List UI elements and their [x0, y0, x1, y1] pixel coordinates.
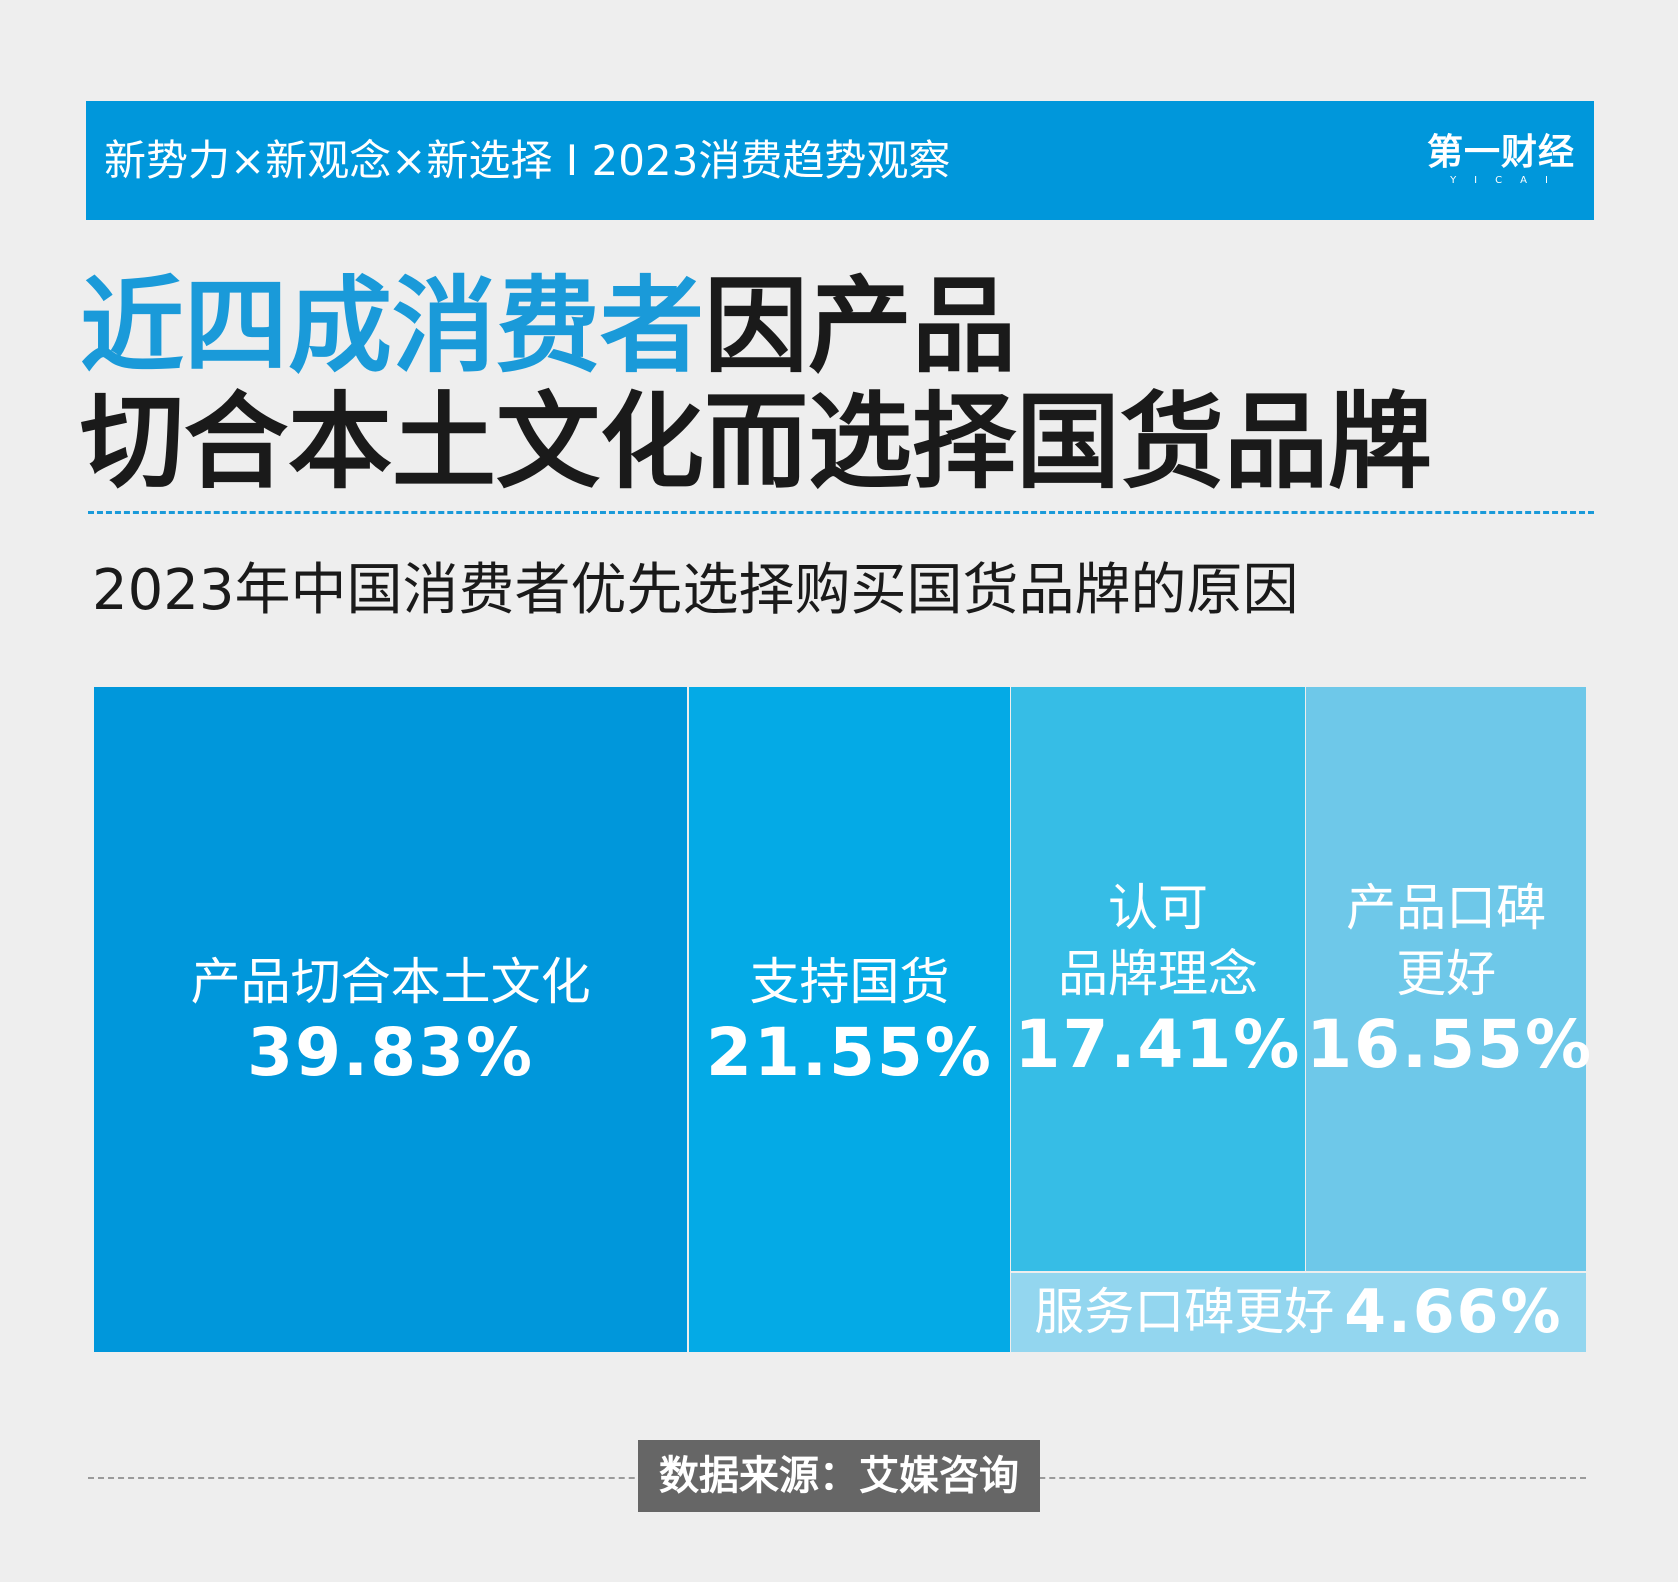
yicai-logo: 第一财经 YICAI	[1426, 131, 1576, 191]
banner-title: 新势力×新观念×新选择 I 2023消费趋势观察	[104, 136, 951, 185]
treemap-tile: 产品口碑 更好 16.55%	[1306, 687, 1594, 1271]
headline: 近四成消费者因产品 切合本土文化而选择国货品牌	[80, 268, 1580, 500]
tile-content: 服务口碑更好 4.66%	[1011, 1273, 1586, 1352]
chart-title: 2023年中国消费者优先选择购买国货品牌的原因	[92, 558, 1299, 623]
headline-accent: 近四成消费者	[80, 265, 705, 387]
headline-rest: 因产品	[704, 265, 1017, 387]
tile-label: 认可 品牌理念	[1057, 878, 1258, 1003]
headline-line-2: 切合本土文化而选择国货品牌	[80, 381, 1433, 503]
tile-label: 产品口碑 更好	[1346, 878, 1547, 1003]
data-source: 数据来源：艾媒咨询	[638, 1440, 1040, 1512]
tile-value: 39.83%	[247, 1013, 535, 1091]
tile-content: 认可 品牌理念 17.41%	[1011, 875, 1305, 1083]
treemap-tile: 支持国货 21.55%	[689, 687, 1010, 1352]
tile-value: 16.55%	[1306, 1005, 1594, 1083]
treemap-tile: 产品切合本土文化 39.83%	[94, 687, 688, 1352]
treemap-tile: 服务口碑更好 4.66%	[1010, 1272, 1586, 1352]
tile-value: 21.55%	[706, 1013, 993, 1091]
tile-value: 4.66%	[1344, 1277, 1563, 1348]
tile-content: 产品口碑 更好 16.55%	[1306, 875, 1594, 1083]
logo-wordmark: 第一财经	[1426, 132, 1575, 173]
treemap-tile: 认可 品牌理念 17.41%	[1010, 687, 1306, 1271]
treemap-chart: 产品切合本土文化 39.83% 支持国货 21.55% 认可 品牌理念 17.41% 产品口…	[94, 687, 1594, 1352]
tile-label: 服务口碑更好	[1034, 1283, 1335, 1342]
tile-label: 支持国货	[749, 952, 950, 1011]
tile-content: 产品切合本土文化 39.83%	[94, 949, 687, 1091]
tile-value: 17.41%	[1014, 1005, 1302, 1083]
logo-subtext: YICAI	[1450, 175, 1566, 186]
tile-label: 产品切合本土文化	[190, 952, 591, 1011]
tile-content: 支持国货 21.55%	[689, 949, 1010, 1091]
header-banner: 新势力×新观念×新选择 I 2023消费趋势观察 第一财经 YICAI	[86, 101, 1594, 220]
divider	[88, 511, 1594, 514]
headline-line-1: 近四成消费者因产品	[80, 268, 1580, 384]
